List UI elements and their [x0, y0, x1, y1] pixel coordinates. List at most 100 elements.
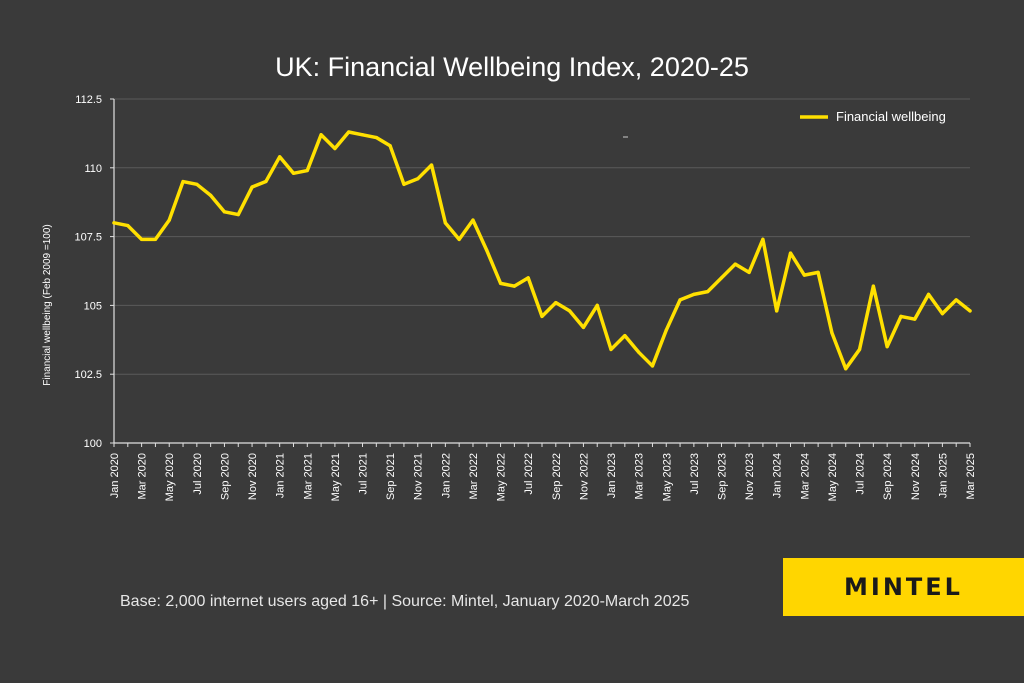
data-point [236, 212, 240, 217]
y-tick-label: 102.5 [74, 369, 102, 381]
data-point [692, 292, 696, 296]
legend: Financial wellbeing [800, 109, 946, 124]
data-point [264, 179, 268, 184]
y-tick-label: 105 [84, 300, 102, 312]
series-group [112, 130, 972, 371]
x-tick-label: Mar 2023 [634, 453, 646, 499]
data-point [747, 270, 751, 274]
data-point [857, 347, 862, 352]
x-tick-label: Jan 2024 [772, 453, 784, 498]
x-tick-label: Sep 2024 [882, 453, 894, 500]
data-point [181, 179, 185, 184]
data-point [830, 331, 834, 335]
data-point [402, 182, 406, 186]
brand-logo: MINTEL [783, 558, 1024, 616]
data-point [485, 248, 489, 252]
data-point [609, 347, 613, 352]
data-point [581, 325, 586, 330]
data-point [954, 298, 958, 302]
x-tick-label: Jan 2025 [937, 453, 949, 498]
x-tick-label: Sep 2023 [716, 453, 728, 500]
data-point [706, 290, 710, 294]
data-point [443, 221, 447, 225]
data-point [650, 364, 655, 368]
data-point [347, 130, 351, 134]
data-point [209, 193, 213, 197]
data-point [719, 276, 724, 280]
x-tick-label: Mar 2020 [137, 453, 149, 499]
data-point [816, 270, 820, 274]
data-point [374, 135, 378, 140]
x-tick-label: Mar 2021 [302, 453, 314, 499]
x-tick-label: Jan 2021 [275, 453, 287, 498]
chart-title: UK: Financial Wellbeing Index, 2020-25 [275, 52, 749, 82]
data-point [250, 185, 254, 189]
grid-lines [114, 98, 970, 375]
x-tick-label: Sep 2020 [219, 453, 231, 500]
y-tick-label: 107.5 [74, 232, 102, 244]
data-point [416, 177, 420, 181]
data-point [844, 367, 848, 371]
data-point [167, 218, 171, 222]
data-point [940, 312, 944, 316]
data-point [554, 301, 558, 305]
data-point [319, 133, 323, 137]
data-point [623, 334, 627, 338]
data-point [968, 309, 972, 313]
x-tick-label: May 2022 [496, 453, 508, 501]
data-point [761, 237, 765, 241]
data-point [360, 133, 365, 137]
x-tick-label: May 2020 [164, 453, 176, 501]
x-tick-label: Sep 2022 [551, 453, 563, 500]
data-point [733, 262, 737, 266]
source-note: Base: 2,000 internet users aged 16+ | So… [120, 593, 690, 610]
y-tick-labels: 100 102.5 105 107.5 110 112.5 [74, 94, 102, 450]
data-point [540, 314, 544, 319]
data-point [913, 317, 917, 321]
x-tick-label: Nov 2024 [910, 453, 922, 500]
x-tick-label: Jul 2023 [689, 453, 701, 495]
x-tick-label: Jul 2024 [855, 453, 867, 495]
x-tick-label: Nov 2020 [247, 453, 259, 500]
data-point [278, 155, 282, 159]
data-point [112, 221, 116, 225]
data-point [871, 284, 875, 288]
brand-name: MINTEL [844, 573, 963, 601]
data-point [429, 163, 434, 167]
y-tick-label: 110 [84, 163, 102, 175]
data-point [457, 237, 461, 241]
x-tick-label: Jan 2022 [440, 453, 452, 498]
data-point [526, 276, 530, 280]
x-tick-labels: Jan 2020 Mar 2020 May 2020 Jul 2020 Sep 2020… [109, 453, 977, 501]
x-tick-label: Jul 2020 [192, 453, 204, 495]
data-point [305, 168, 309, 173]
data-point [899, 314, 903, 319]
data-point [153, 237, 158, 241]
data-point [637, 350, 641, 354]
data-point [333, 146, 337, 151]
x-tick-label: May 2024 [827, 453, 839, 501]
data-point [568, 309, 572, 313]
x-tick-label: May 2021 [330, 453, 342, 501]
data-point [595, 303, 599, 307]
x-tick-label: Mar 2024 [799, 453, 811, 499]
data-point [788, 251, 793, 255]
x-tick-label: Jan 2023 [606, 453, 618, 498]
axes [110, 98, 971, 447]
data-point [291, 171, 296, 175]
data-point [885, 345, 889, 349]
x-tick-label: Sep 2021 [385, 453, 397, 500]
data-point [664, 328, 668, 332]
data-point [512, 284, 516, 288]
x-tick-label: Mar 2022 [468, 453, 480, 499]
data-point [498, 281, 503, 285]
data-point [775, 309, 779, 313]
x-tick-label: Nov 2022 [578, 453, 590, 500]
data-point [802, 273, 806, 277]
x-tick-label: Mar 2025 [965, 453, 977, 499]
data-point [471, 218, 475, 222]
y-axis-label: Financial wellbeing (Feb 2009 =100) [42, 224, 53, 386]
y-tick-label: 112.5 [75, 94, 102, 106]
y-tick-label: 100 [84, 438, 102, 450]
